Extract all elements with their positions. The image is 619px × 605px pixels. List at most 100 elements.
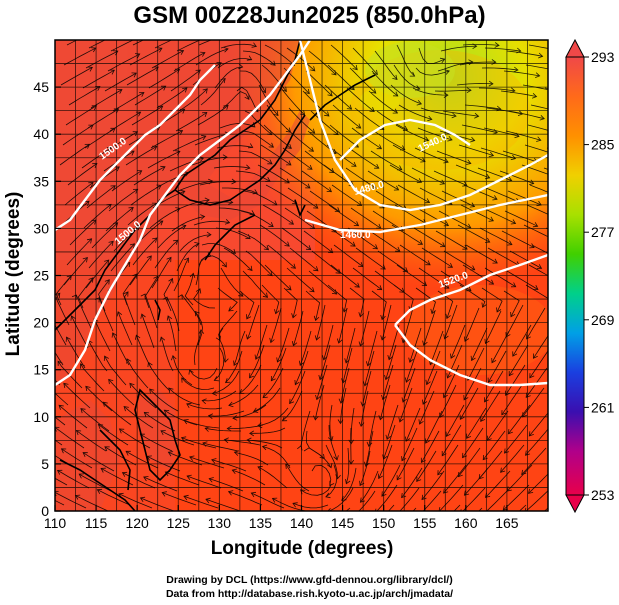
streamline: [217, 58, 252, 69]
latitude-axis: 0 5 10 15 20 25 30 35 40 45: [33, 79, 61, 519]
streamline: [370, 150, 402, 171]
streamline: [246, 304, 260, 340]
streamline-arrow: [110, 127, 116, 133]
streamline: [373, 130, 405, 150]
streamline: [508, 404, 531, 435]
streamline-arrow: [238, 389, 245, 394]
streamline: [98, 297, 114, 332]
streamline-arrow: [463, 336, 470, 342]
streamline-arrow: [136, 170, 143, 176]
streamline: [222, 91, 250, 109]
streamline: [503, 290, 520, 317]
streamline: [311, 464, 332, 486]
streamline-arrow: [555, 152, 560, 157]
streamline: [91, 222, 118, 249]
streamline: [368, 410, 377, 447]
credit-data: Data from http://database.rish.kyoto-u.a…: [165, 588, 454, 600]
streamline-arrow: [238, 291, 244, 297]
streamline-arrow: [374, 163, 380, 169]
streamline: [526, 307, 546, 340]
streamline: [487, 350, 507, 383]
streamline: [214, 347, 225, 381]
streamline: [422, 490, 442, 511]
streamline-arrow: [225, 378, 231, 384]
streamline-arrow: [484, 492, 491, 498]
streamline-arrow: [271, 497, 278, 503]
streamline: [481, 287, 503, 313]
streamline: [456, 83, 493, 86]
streamline-arrow: [536, 200, 542, 207]
streamline-arrow: [382, 454, 388, 460]
streamline-arrow: [466, 223, 472, 229]
streamline-arrow: [447, 136, 453, 142]
streamline-arrow: [246, 314, 252, 320]
streamline: [437, 444, 459, 476]
streamline-arrow: [228, 401, 234, 408]
streamline-arrow: [183, 494, 189, 501]
streamline-arrow: [532, 222, 539, 228]
streamline: [506, 50, 543, 57]
streamline-arrow: [132, 131, 139, 137]
streamline-arrow: [207, 413, 214, 420]
streamline: [421, 247, 453, 268]
streamline: [234, 451, 269, 466]
map-title: GSM 00Z28Jun2025 (850.0hPa): [133, 2, 486, 29]
streamline-arrow: [173, 239, 179, 245]
streamline-arrow: [180, 436, 187, 442]
streamline-arrow: [510, 282, 517, 288]
streamline-arrow: [272, 200, 278, 206]
streamline-arrow: [334, 207, 341, 213]
streamline: [55, 426, 85, 449]
streamline-arrow: [524, 507, 527, 511]
streamline: [260, 144, 292, 166]
streamline-arrow: [310, 66, 316, 72]
streamline-arrow: [322, 355, 328, 361]
streamline: [156, 87, 188, 109]
streamline: [174, 199, 210, 212]
streamline: [364, 350, 375, 386]
streamline: [301, 170, 332, 193]
streamline: [199, 181, 236, 186]
streamline-arrow: [402, 267, 409, 273]
x-tick-label: 150: [372, 515, 396, 531]
streamline-arrow: [313, 415, 319, 421]
streamline: [479, 227, 513, 246]
streamline-arrow: [262, 393, 268, 399]
streamline-arrow: [294, 379, 300, 386]
streamline: [457, 447, 481, 477]
streamline: [129, 383, 157, 409]
streamline: [109, 111, 141, 132]
streamline-arrow: [533, 285, 539, 290]
streamline-arrow: [48, 313, 53, 318]
streamline-arrow: [360, 401, 366, 407]
streamline-arrow: [97, 424, 104, 430]
streamline: [60, 66, 93, 86]
streamline-arrow: [557, 68, 562, 73]
streamline: [359, 450, 371, 486]
streamline-arrow: [263, 245, 270, 251]
streamline-arrow: [313, 315, 320, 322]
streamline-arrow: [376, 223, 382, 229]
streamline-arrow: [423, 136, 430, 142]
streamline: [118, 493, 153, 509]
streamline: [379, 384, 391, 420]
streamline-arrow: [562, 110, 567, 115]
streamline-arrow: [365, 361, 372, 367]
streamline-arrow: [416, 100, 423, 106]
streamline: [55, 324, 67, 346]
streamline-arrow: [126, 358, 132, 364]
streamline: [405, 407, 421, 442]
streamline: [144, 411, 176, 432]
streamline-arrow: [132, 188, 139, 194]
streamline-arrow: [381, 491, 387, 497]
streamline-arrow: [525, 392, 531, 399]
streamline: [397, 184, 430, 203]
streamline-arrow: [118, 428, 125, 434]
streamline-arrow: [184, 257, 189, 263]
streamline-arrow: [200, 214, 206, 220]
streamline-arrow: [297, 445, 303, 451]
streamline-arrow: [286, 285, 292, 291]
streamline: [445, 404, 465, 437]
streamline-arrow: [57, 360, 63, 366]
streamline: [112, 92, 145, 112]
